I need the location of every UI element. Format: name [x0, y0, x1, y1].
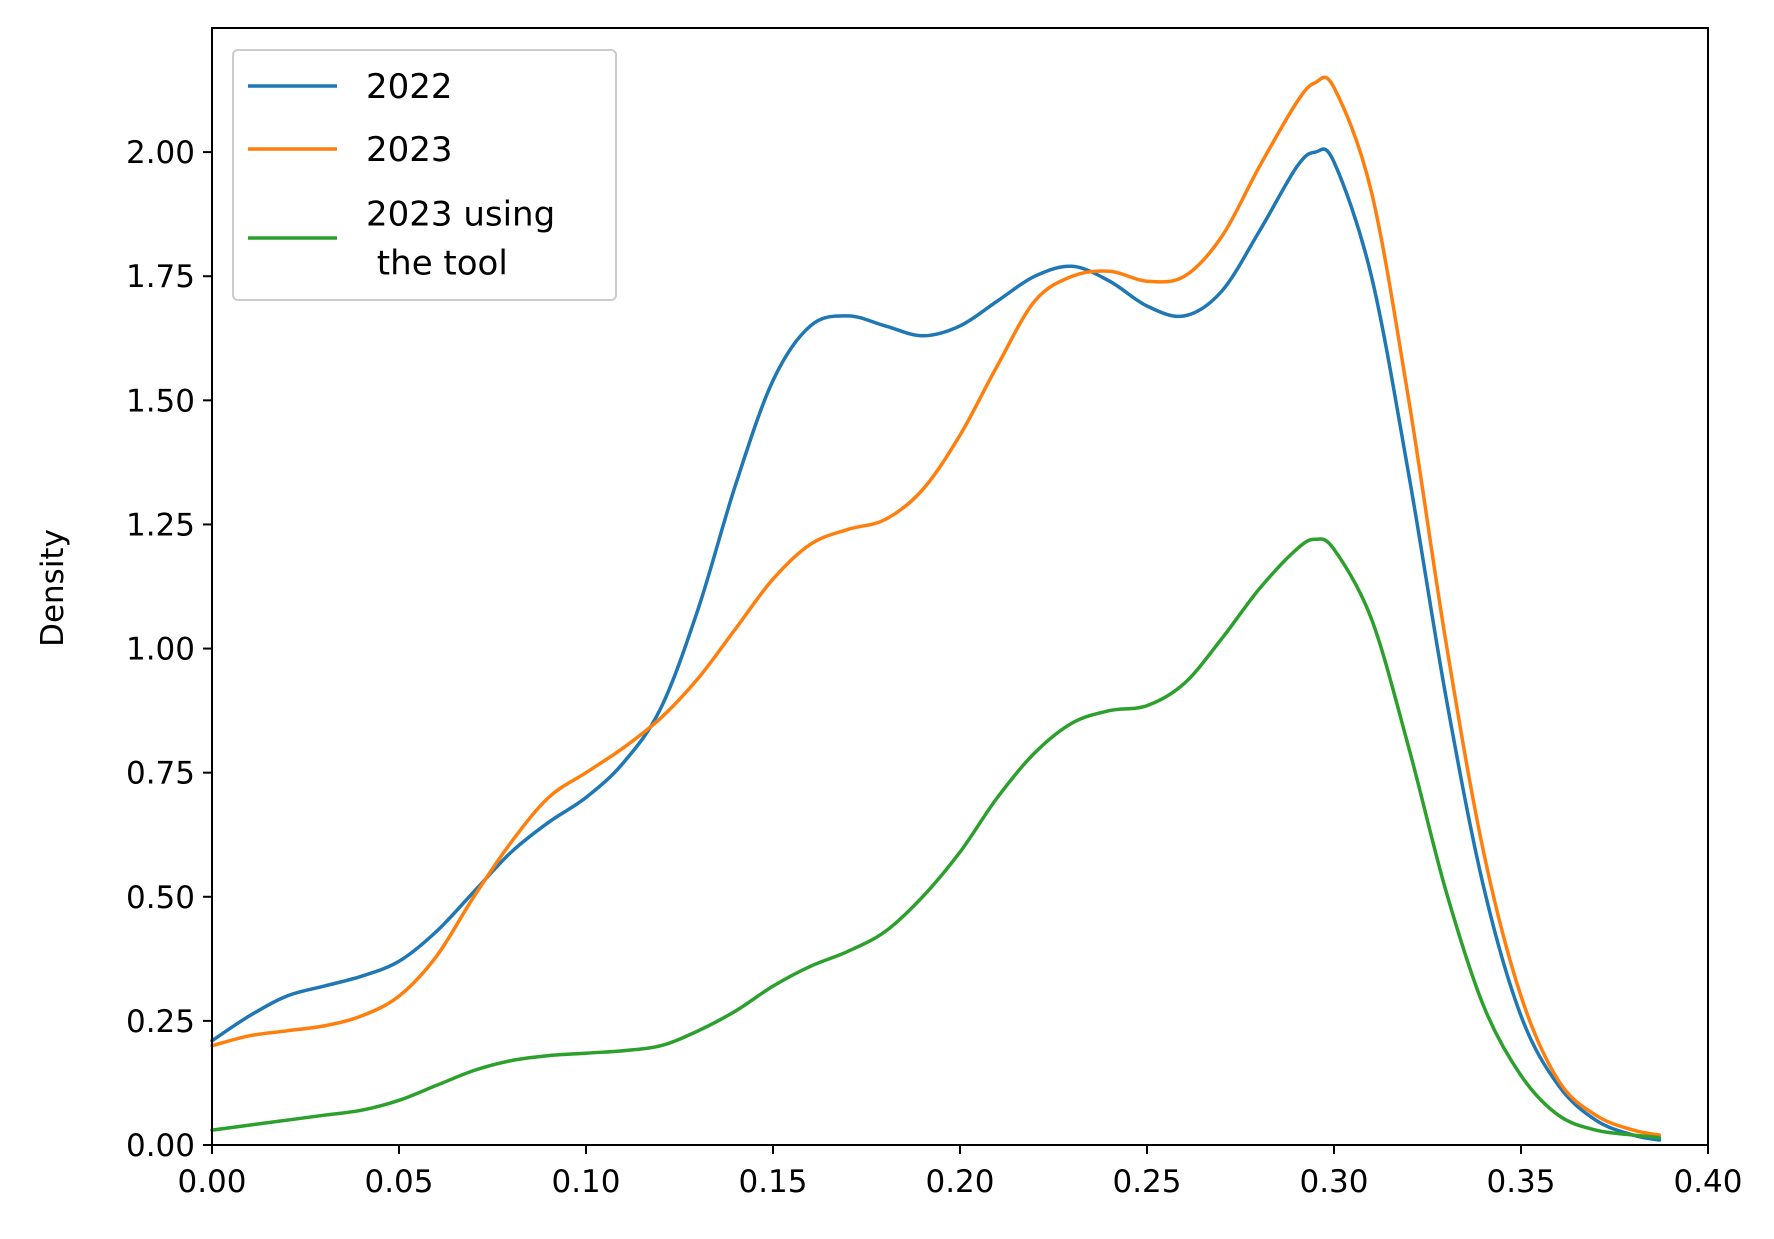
- series-line-1: [210, 75, 1662, 1137]
- y-tick-label: 0.00: [126, 1128, 195, 1164]
- plot-lines: [210, 75, 1662, 1142]
- y-tick-label: 2.00: [126, 135, 195, 171]
- x-tick-label: 0.05: [364, 1164, 433, 1200]
- legend: 2022 2023 2023 using the tool: [232, 49, 617, 301]
- y-tick-label: 1.50: [126, 383, 195, 419]
- series-line-2: [210, 537, 1662, 1140]
- x-axis: 0.00 0.05 0.10 0.15 0.20 0.25 0.30 0.35 0.40: [177, 1145, 1743, 1200]
- legend-label-1: 2023: [366, 130, 453, 170]
- x-tick-label: 0.40: [1673, 1164, 1742, 1200]
- x-tick-label: 0.15: [738, 1164, 807, 1200]
- y-tick-label: 1.00: [126, 632, 195, 668]
- x-tick-label: 0.10: [551, 1164, 620, 1200]
- x-tick-label: 0.30: [1299, 1164, 1368, 1200]
- y-tick-label: 1.25: [126, 507, 195, 543]
- x-tick-label: 0.35: [1486, 1164, 1555, 1200]
- y-tick-label: 1.75: [126, 259, 195, 295]
- y-axis-label: Density: [35, 529, 71, 647]
- legend-label-2: 2023 using the tool: [366, 195, 555, 284]
- y-tick-label: 0.75: [126, 756, 195, 792]
- legend-label-0: 2022: [366, 67, 453, 107]
- x-tick-label: 0.00: [177, 1164, 246, 1200]
- y-tick-label: 0.50: [126, 880, 195, 916]
- y-axis: 0.00 0.25 0.50 0.75 1.00 1.25 1.50 1.75 2.00: [126, 135, 212, 1164]
- x-tick-label: 0.20: [925, 1164, 994, 1200]
- y-tick-label: 0.25: [126, 1004, 195, 1040]
- x-tick-label: 0.25: [1112, 1164, 1181, 1200]
